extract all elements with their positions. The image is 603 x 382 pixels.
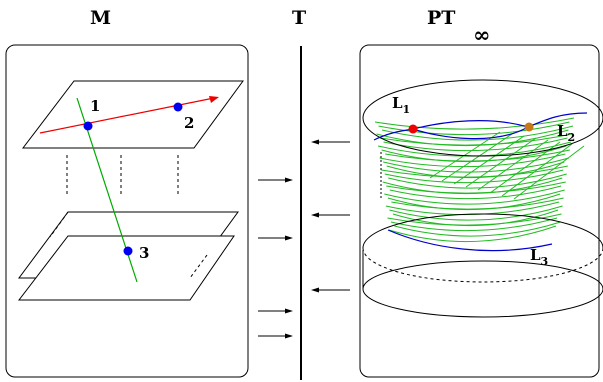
curve-label-l1-sub: 1 bbox=[403, 103, 411, 116]
fiber-curve bbox=[376, 129, 569, 147]
top-ellipse bbox=[362, 79, 603, 157]
arrow-right bbox=[258, 308, 293, 314]
point-1 bbox=[83, 121, 93, 131]
fiber-curve bbox=[374, 117, 575, 130]
top-plane bbox=[21, 80, 244, 149]
fiber-strand bbox=[513, 145, 585, 200]
point-1-label: 1 bbox=[90, 97, 100, 115]
fiber-curve bbox=[384, 189, 565, 205]
point-3-label: 3 bbox=[139, 244, 149, 262]
curve-label-l3-main: L bbox=[530, 246, 541, 264]
fiber-strand bbox=[441, 133, 513, 182]
lower-plane-front bbox=[17, 235, 235, 301]
header-pt-subscript: ∞ bbox=[473, 22, 491, 47]
fiber-curve bbox=[391, 197, 564, 210]
curve-label-l2-main: L bbox=[557, 122, 568, 140]
middle-ellipse-front bbox=[362, 213, 603, 249]
point-2-label: 2 bbox=[184, 114, 194, 132]
fiber-curve bbox=[386, 181, 566, 194]
arrow-left bbox=[311, 139, 350, 145]
fiber-curve bbox=[385, 149, 570, 162]
header-pt: PT bbox=[427, 7, 455, 29]
fiber-strand bbox=[453, 135, 525, 185]
panel-t bbox=[258, 46, 350, 380]
blue-curve-l3 bbox=[387, 229, 553, 252]
panel-m: 1 2 3 bbox=[5, 44, 249, 378]
fiber-curve bbox=[394, 221, 561, 237]
header-t: T bbox=[292, 7, 306, 29]
panel-pt: L1 L2 L3 bbox=[359, 44, 603, 378]
fiber-strand bbox=[489, 141, 561, 194]
panel-m-frame bbox=[5, 44, 249, 378]
fiber-curve bbox=[388, 173, 567, 189]
point-2 bbox=[173, 102, 183, 112]
fiber-curve bbox=[382, 177, 563, 195]
arrow-right bbox=[258, 177, 293, 183]
fiber-curve bbox=[388, 225, 557, 243]
orange-point bbox=[524, 122, 534, 132]
curve-label-l1: L1 bbox=[392, 94, 410, 116]
curve-label-l2-sub: 2 bbox=[568, 131, 576, 144]
panel-pt-frame bbox=[359, 44, 600, 378]
fiber-curve bbox=[381, 165, 568, 178]
middle-ellipse-back bbox=[362, 247, 603, 283]
arrow-right bbox=[258, 333, 293, 339]
curve-label-l3-sub: 3 bbox=[541, 255, 549, 268]
red-arrowhead bbox=[209, 96, 219, 103]
fiber-strand bbox=[429, 131, 501, 179]
fiber-curve bbox=[390, 217, 558, 232]
curve-label-l3: L3 bbox=[530, 246, 548, 268]
arrow-right bbox=[258, 235, 293, 241]
fiber-strand bbox=[501, 143, 573, 197]
fiber-curve bbox=[379, 133, 573, 146]
fiber-curves bbox=[374, 117, 585, 243]
fiber-curve bbox=[379, 153, 566, 168]
hidden-edge bbox=[49, 211, 69, 238]
blue-curve-lower bbox=[412, 126, 529, 140]
arrow-left bbox=[311, 287, 350, 293]
header-m: M bbox=[90, 7, 111, 29]
curve-label-l1-main: L bbox=[392, 94, 403, 112]
fiber-strand bbox=[477, 139, 549, 191]
fiber-curve bbox=[381, 125, 574, 141]
arrow-left bbox=[311, 212, 350, 218]
fiber-curve bbox=[389, 185, 562, 200]
fiber-curve bbox=[383, 157, 569, 173]
fiber-curve bbox=[392, 209, 559, 227]
fiber-curve bbox=[383, 137, 568, 152]
fiber-strand bbox=[465, 137, 537, 188]
point-3 bbox=[123, 246, 133, 256]
fiber-curve bbox=[384, 169, 564, 184]
red-line bbox=[39, 97, 215, 134]
fiber-curve bbox=[386, 161, 565, 179]
hidden-edge bbox=[189, 254, 208, 279]
bottom-ellipse bbox=[362, 260, 603, 318]
fiber-curve bbox=[389, 205, 563, 221]
red-point bbox=[408, 124, 418, 134]
fiber-curve bbox=[378, 121, 570, 136]
curve-label-l2: L2 bbox=[557, 122, 575, 144]
blue-curve-l1 bbox=[373, 112, 588, 141]
